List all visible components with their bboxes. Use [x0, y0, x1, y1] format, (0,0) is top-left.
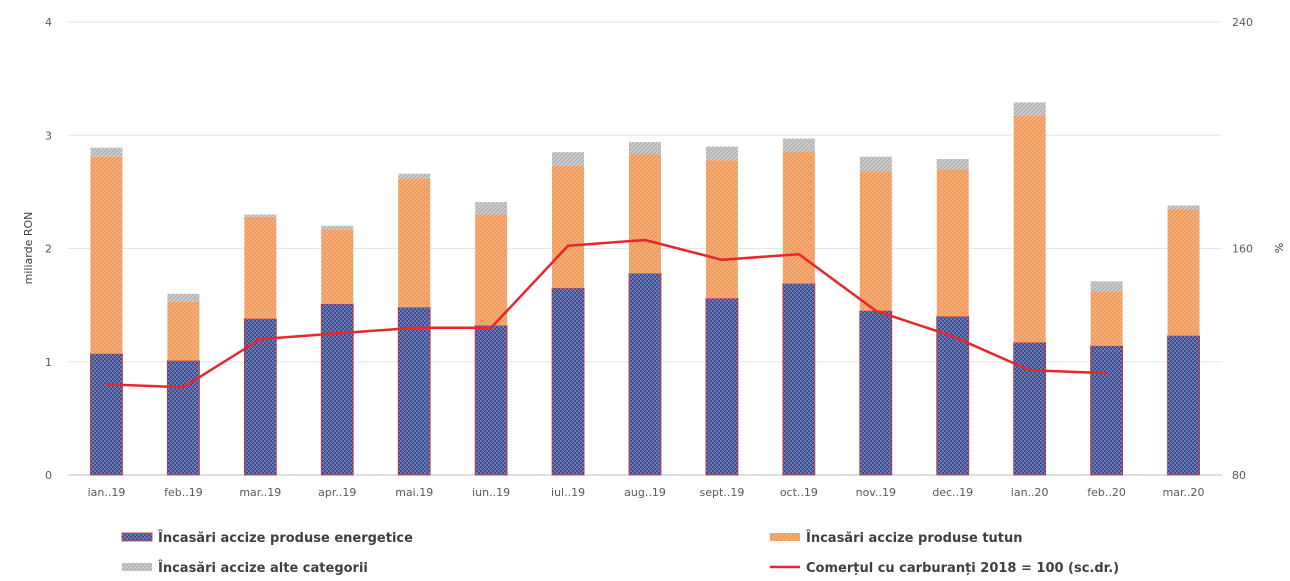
bar-other	[705, 146, 738, 161]
bar-tobacco	[629, 154, 661, 274]
bar-series	[90, 102, 1200, 476]
legend-item-energy: Încasări accize produse energetice	[121, 530, 413, 546]
x-tick-label: iun..19	[472, 486, 510, 499]
bar-tobacco	[167, 301, 200, 361]
bar-energy	[166, 360, 200, 476]
y-right-tick-label: 80	[1232, 469, 1246, 482]
y-left-tick-label: 0	[45, 469, 52, 482]
bar-other	[859, 156, 892, 172]
bar-energy	[320, 303, 354, 476]
bar-other	[1167, 205, 1200, 210]
legend-swatch-energy	[121, 532, 153, 542]
bar-energy	[936, 316, 970, 476]
bar-energy	[859, 310, 893, 476]
legend-swatch-tobacco	[770, 533, 800, 541]
x-tick-label: nov..19	[856, 486, 896, 499]
bar-energy	[628, 273, 662, 476]
legend-swatch-other	[122, 563, 152, 571]
bar-other	[629, 142, 661, 155]
y-left-tick-label: 4	[45, 16, 52, 29]
bar-other	[244, 214, 277, 217]
bar-tobacco	[705, 160, 738, 299]
x-tick-label: mai.19	[395, 486, 433, 499]
bar-energy	[705, 297, 739, 476]
bar-other	[475, 202, 508, 215]
legend: Încasări accize produse energetice Încas…	[121, 530, 1119, 576]
bar-energy	[90, 353, 123, 476]
bar-other	[321, 225, 354, 230]
x-tick-label: feb..20	[1087, 486, 1126, 499]
line-series	[106, 238, 1107, 389]
bar-energy	[243, 318, 277, 476]
bar-tobacco	[1167, 209, 1200, 336]
bar-other	[90, 147, 123, 157]
bar-tobacco	[90, 156, 123, 354]
y-right-tick-label: 160	[1232, 243, 1253, 256]
x-tick-label: sept..19	[700, 486, 745, 499]
y-left-tick-label: 3	[45, 129, 52, 142]
bar-energy	[397, 306, 431, 476]
bar-tobacco	[859, 171, 892, 311]
bar-tobacco	[475, 214, 508, 326]
x-category-labels: ian..19 feb..19 mar..19 apr..19 mai.19 iun..1…	[88, 486, 1205, 499]
x-tick-label: iul..19	[551, 486, 585, 499]
legend-label-energy: Încasări accize produse energetice	[158, 530, 413, 546]
legend-label-fuel-trade: Comerțul cu carburanți 2018 = 100 (sc.dr…	[806, 561, 1119, 576]
x-tick-label: ian..19	[88, 486, 126, 499]
bar-energy	[1090, 345, 1123, 476]
x-tick-label: oct..19	[780, 486, 818, 499]
bar-other	[552, 152, 585, 166]
x-tick-label: mar..20	[1163, 486, 1205, 499]
bar-tobacco	[398, 178, 431, 308]
bar-energy	[1167, 335, 1200, 476]
bar-tobacco	[1090, 291, 1123, 346]
bar-energy	[551, 287, 585, 476]
bar-energy	[782, 283, 816, 476]
legend-label-other: Încasări accize alte categorii	[158, 560, 368, 576]
bar-tobacco	[321, 229, 354, 304]
bar-energy	[1013, 342, 1047, 476]
x-tick-label: apr..19	[318, 486, 356, 499]
x-tick-label: aug..19	[624, 486, 666, 499]
bar-energy	[474, 325, 508, 476]
bar-other	[398, 173, 431, 179]
bar-other	[782, 138, 815, 152]
legend-item-tobacco: Încasări accize produse tutun	[770, 530, 1023, 546]
y-left-tick-label: 1	[45, 356, 52, 369]
line-fuel-trade	[106, 238, 1107, 389]
bar-tobacco	[552, 165, 585, 289]
y-right-tick-labels: 80 160 240	[1232, 16, 1253, 482]
y-right-axis-title: %	[1272, 243, 1285, 253]
x-tick-label: mar..19	[239, 486, 281, 499]
y-left-tick-labels: 0 1 2 3 4	[45, 16, 52, 482]
legend-label-tobacco: Încasări accize produse tutun	[806, 530, 1023, 546]
bar-tobacco	[936, 169, 969, 317]
legend-item-other: Încasări accize alte categorii	[122, 560, 368, 576]
x-tick-label: ian..20	[1011, 486, 1049, 499]
bar-other	[167, 293, 200, 302]
legend-item-fuel-trade: Comerțul cu carburanți 2018 = 100 (sc.dr…	[770, 561, 1119, 576]
x-tick-label: dec..19	[932, 486, 973, 499]
bar-other	[1013, 102, 1046, 116]
y-left-axis-title: miliarde RON	[22, 212, 35, 285]
x-tick-label: feb..19	[164, 486, 203, 499]
bar-other	[1090, 281, 1123, 292]
y-right-tick-label: 240	[1232, 16, 1253, 29]
bar-tobacco	[1013, 115, 1046, 343]
bar-tobacco	[244, 216, 277, 319]
y-left-tick-label: 2	[45, 243, 52, 256]
bar-other	[936, 159, 969, 170]
